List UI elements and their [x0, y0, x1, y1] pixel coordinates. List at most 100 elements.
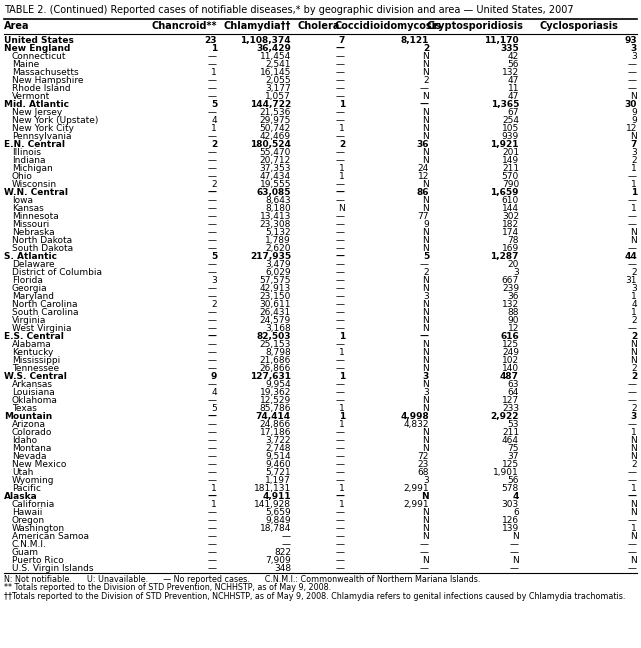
Text: 3: 3	[423, 476, 429, 485]
Text: —: —	[336, 476, 345, 485]
Text: —: —	[336, 436, 345, 445]
Text: —: —	[336, 276, 345, 285]
Text: —: —	[336, 556, 345, 565]
Text: 1,057: 1,057	[265, 92, 291, 101]
Text: 1: 1	[338, 412, 345, 421]
Text: N: N	[422, 276, 429, 285]
Text: —: —	[336, 492, 345, 501]
Text: N: N	[630, 532, 637, 541]
Text: N: N	[630, 556, 637, 565]
Text: —: —	[628, 476, 637, 485]
Text: 42: 42	[508, 52, 519, 61]
Text: C.N.M.I.: C.N.M.I.	[12, 540, 47, 549]
Text: 1: 1	[339, 500, 345, 509]
Text: —: —	[208, 204, 217, 213]
Text: —: —	[208, 348, 217, 357]
Text: 201: 201	[502, 148, 519, 157]
Text: —: —	[208, 476, 217, 485]
Text: —: —	[208, 524, 217, 533]
Text: —: —	[208, 460, 217, 469]
Text: —: —	[336, 428, 345, 437]
Text: —: —	[336, 244, 345, 253]
Text: 4: 4	[631, 300, 637, 309]
Text: New York City: New York City	[12, 124, 74, 133]
Text: Alabama: Alabama	[12, 340, 52, 349]
Text: —: —	[208, 356, 217, 365]
Text: 2,541: 2,541	[265, 60, 291, 69]
Text: 239: 239	[502, 284, 519, 293]
Text: N: N	[422, 148, 429, 157]
Text: N: N	[422, 404, 429, 413]
Text: N: N	[422, 244, 429, 253]
Text: N: N	[422, 300, 429, 309]
Text: —: —	[208, 540, 217, 549]
Text: 2,620: 2,620	[265, 244, 291, 253]
Text: —: —	[336, 196, 345, 205]
Text: 348: 348	[274, 564, 291, 573]
Text: 2,922: 2,922	[490, 412, 519, 421]
Text: 21,686: 21,686	[260, 356, 291, 365]
Text: 125: 125	[502, 340, 519, 349]
Text: Pennsylvania: Pennsylvania	[12, 132, 72, 141]
Text: 9,849: 9,849	[265, 516, 291, 525]
Text: 7: 7	[338, 36, 345, 45]
Text: 1: 1	[212, 500, 217, 509]
Text: New Jersey: New Jersey	[12, 108, 62, 117]
Text: —: —	[336, 380, 345, 389]
Text: 1: 1	[339, 172, 345, 181]
Text: —: —	[208, 324, 217, 333]
Text: 11,170: 11,170	[485, 36, 519, 45]
Text: 29,975: 29,975	[260, 116, 291, 125]
Text: Kentucky: Kentucky	[12, 348, 53, 357]
Text: N: N	[422, 364, 429, 373]
Text: 4: 4	[212, 116, 217, 125]
Text: Oregon: Oregon	[12, 516, 45, 525]
Text: —: —	[628, 396, 637, 405]
Text: —: —	[628, 540, 637, 549]
Text: —: —	[628, 564, 637, 573]
Text: Idaho: Idaho	[12, 436, 37, 445]
Text: —: —	[336, 460, 345, 469]
Text: S. Atlantic: S. Atlantic	[4, 252, 57, 261]
Text: Oklahoma: Oklahoma	[12, 396, 58, 405]
Text: —: —	[336, 116, 345, 125]
Text: New England: New England	[4, 44, 71, 53]
Text: 4,998: 4,998	[400, 412, 429, 421]
Text: —: —	[282, 540, 291, 549]
Text: —: —	[628, 380, 637, 389]
Text: —: —	[208, 412, 217, 421]
Text: 127,631: 127,631	[250, 372, 291, 381]
Text: 126: 126	[502, 516, 519, 525]
Text: —: —	[628, 220, 637, 229]
Text: 9: 9	[631, 116, 637, 125]
Text: 5,659: 5,659	[265, 508, 291, 517]
Text: —: —	[628, 324, 637, 333]
Text: —: —	[208, 532, 217, 541]
Text: North Carolina: North Carolina	[12, 300, 78, 309]
Text: —: —	[208, 508, 217, 517]
Text: 1: 1	[212, 484, 217, 493]
Text: 1: 1	[339, 124, 345, 133]
Text: —: —	[208, 148, 217, 157]
Text: —: —	[628, 492, 637, 501]
Text: 1: 1	[212, 68, 217, 77]
Text: 181,131: 181,131	[254, 484, 291, 493]
Text: —: —	[208, 308, 217, 317]
Text: —: —	[208, 132, 217, 141]
Text: 1,789: 1,789	[265, 236, 291, 245]
Text: 8,798: 8,798	[265, 348, 291, 357]
Text: 77: 77	[417, 212, 429, 221]
Text: 1,287: 1,287	[490, 252, 519, 261]
Text: 9: 9	[211, 372, 217, 381]
Text: —: —	[336, 516, 345, 525]
Text: Maine: Maine	[12, 60, 39, 69]
Text: 8,643: 8,643	[265, 196, 291, 205]
Text: 93: 93	[624, 36, 637, 45]
Text: 23: 23	[204, 36, 217, 45]
Text: —: —	[336, 364, 345, 373]
Text: 1: 1	[631, 188, 637, 197]
Text: 822: 822	[274, 548, 291, 557]
Text: 4: 4	[513, 492, 519, 501]
Text: —: —	[420, 540, 429, 549]
Text: 6,029: 6,029	[265, 268, 291, 277]
